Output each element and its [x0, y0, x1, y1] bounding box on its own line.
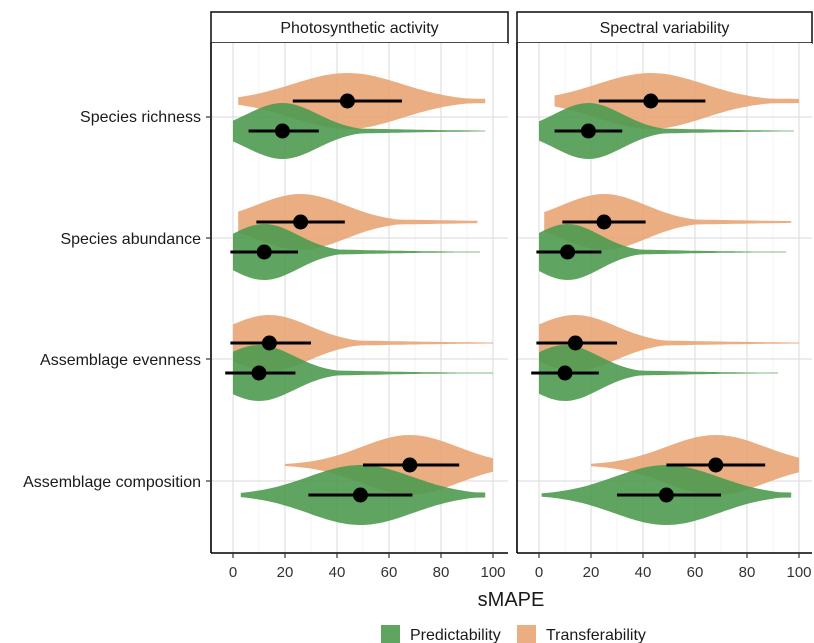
violin-transferability — [544, 194, 792, 250]
mean-point-transferability — [708, 457, 724, 473]
violin-transferability — [539, 315, 799, 371]
x-tick-label: 40 — [329, 564, 346, 581]
mean-point-transferability — [293, 214, 309, 230]
legend-swatch-predictability — [381, 625, 400, 643]
x-axis-title: sMAPE — [478, 589, 545, 611]
violin-predictability — [233, 345, 493, 401]
mean-point-predictability — [580, 123, 596, 139]
mean-point-predictability — [256, 244, 272, 260]
mean-point-predictability — [658, 487, 674, 503]
x-tick-label: 20 — [583, 564, 600, 581]
legend-swatch-transferability — [517, 625, 536, 643]
legend-label-transferability: Transferability — [546, 627, 646, 643]
legend-label-predictability: Predictability — [410, 627, 501, 643]
mean-point-predictability — [352, 487, 368, 503]
mean-point-predictability — [274, 123, 290, 139]
violin-predictability — [539, 103, 794, 159]
row-label-species-richness: Species richness — [80, 109, 201, 126]
mean-point-predictability — [251, 365, 267, 381]
x-ticks-left: 0 20 40 60 80 100 — [229, 564, 506, 581]
violin-predictability — [539, 345, 779, 401]
mean-point-transferability — [596, 214, 612, 230]
panel-spectral-variability — [516, 43, 812, 558]
violin-transferability — [233, 315, 493, 371]
row-label-species-abundance: Species abundance — [60, 231, 201, 248]
mean-point-transferability — [643, 93, 659, 109]
x-tick-label: 0 — [229, 564, 237, 581]
row-label-assemblage-evenness: Assemblage evenness — [40, 352, 201, 369]
x-tick-label: 80 — [739, 564, 756, 581]
mean-point-predictability — [557, 365, 573, 381]
panel-photosynthetic-activity — [206, 43, 508, 558]
x-tick-label: 60 — [687, 564, 704, 581]
mean-point-transferability — [567, 335, 583, 351]
violin-predictability — [539, 224, 786, 280]
mean-point-predictability — [560, 244, 576, 260]
violin-predictability — [233, 224, 480, 280]
mean-point-transferability — [339, 93, 355, 109]
row-label-assemblage-composition: Assemblage composition — [23, 474, 201, 491]
mean-point-transferability — [402, 457, 418, 473]
facet-strip-left: Photosynthetic activity — [210, 11, 509, 44]
x-tick-label: 80 — [433, 564, 450, 581]
facet-title-photosynthetic-activity: Photosynthetic activity — [280, 20, 438, 37]
violin-predictability — [233, 103, 486, 159]
x-tick-label: 100 — [786, 564, 811, 581]
x-tick-label: 20 — [277, 564, 294, 581]
legend: Predictability Transferability — [381, 625, 646, 643]
x-tick-label: 40 — [635, 564, 652, 581]
x-ticks-right: 0 20 40 60 80 100 — [535, 564, 812, 581]
facet-title-spectral-variability: Spectral variability — [600, 20, 730, 37]
x-tick-label: 60 — [381, 564, 398, 581]
mean-point-transferability — [261, 335, 277, 351]
facet-strip-right: Spectral variability — [516, 11, 813, 44]
x-tick-label: 0 — [535, 564, 543, 581]
x-tick-label: 100 — [480, 564, 505, 581]
